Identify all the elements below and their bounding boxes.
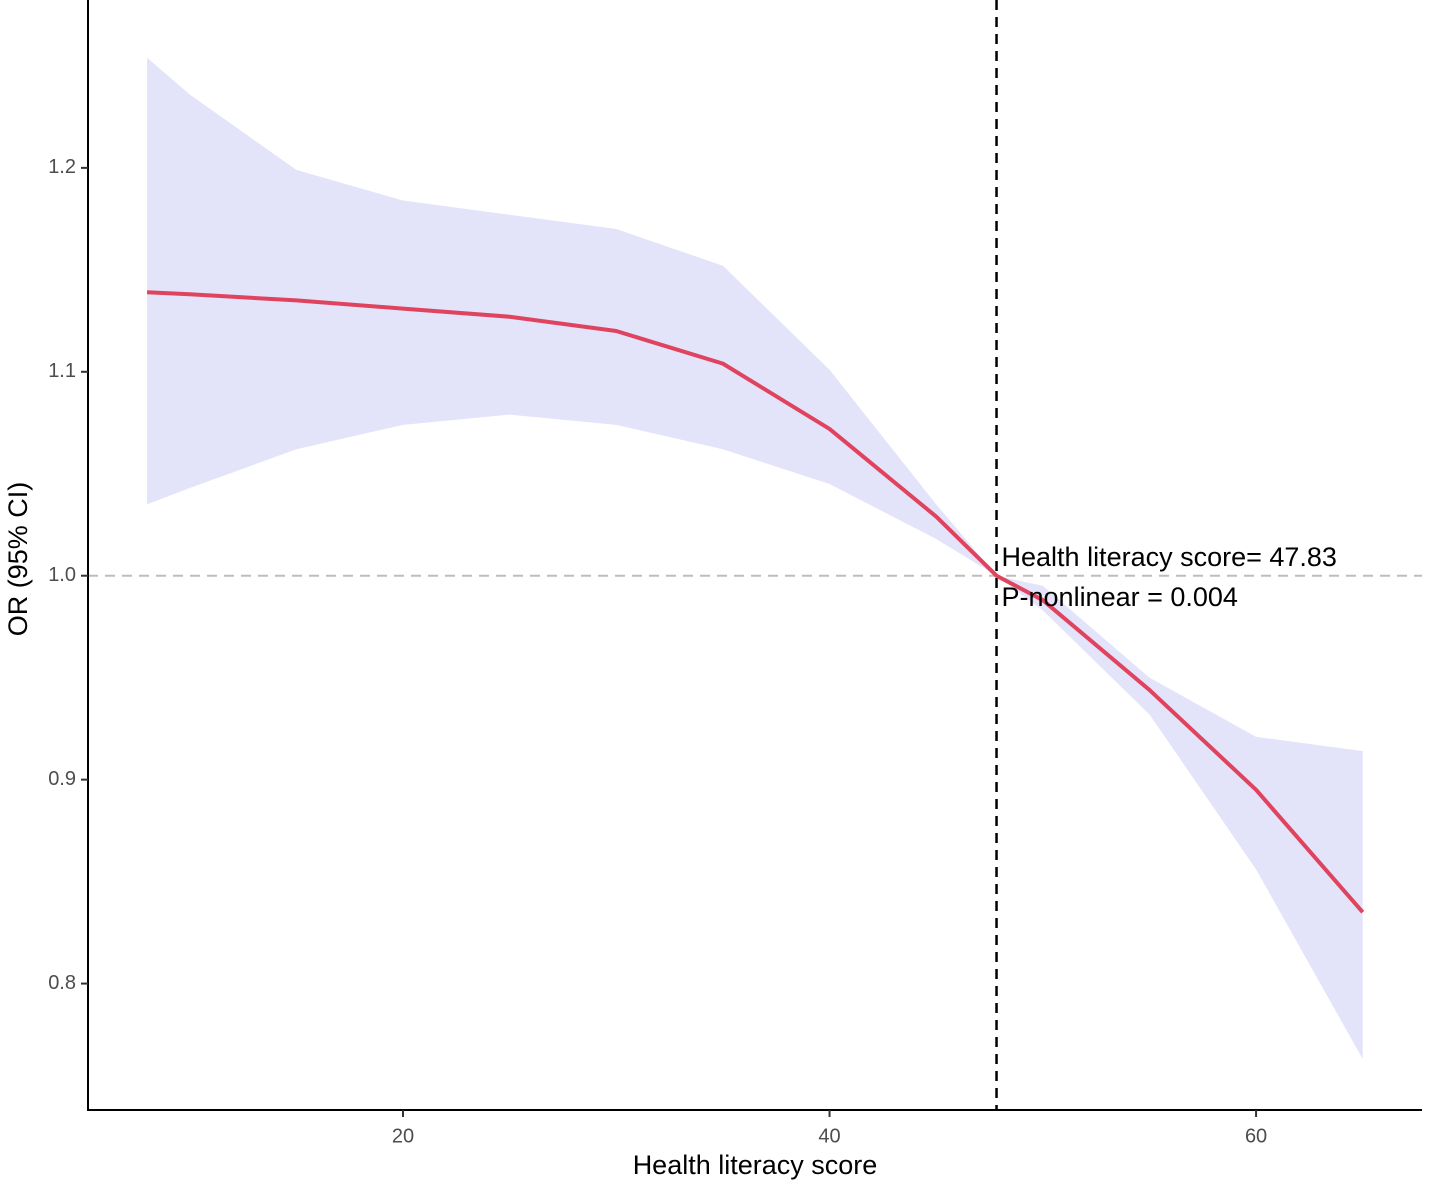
x-tick-label: 40 <box>818 1125 840 1147</box>
y-tick-label: 0.9 <box>48 768 76 790</box>
annotation: Health literacy score= 47.83 <box>1002 542 1337 572</box>
ci-band <box>147 57 1363 1060</box>
y-axis-title: OR (95% CI) <box>3 482 33 637</box>
line <box>146 290 1365 914</box>
x-tick-label: 20 <box>392 1125 414 1147</box>
y-tick-label: 0.8 <box>48 972 76 994</box>
x-tick-label: 60 <box>1245 1125 1267 1147</box>
annotation: P-nonlinear = 0.004 <box>1002 582 1238 612</box>
y-tick-label: 1.0 <box>48 564 76 586</box>
y-tick-label: 1.1 <box>48 360 76 382</box>
y-tick-label: 1.2 <box>48 156 76 178</box>
x-axis-title: Health literacy score <box>633 1150 878 1180</box>
